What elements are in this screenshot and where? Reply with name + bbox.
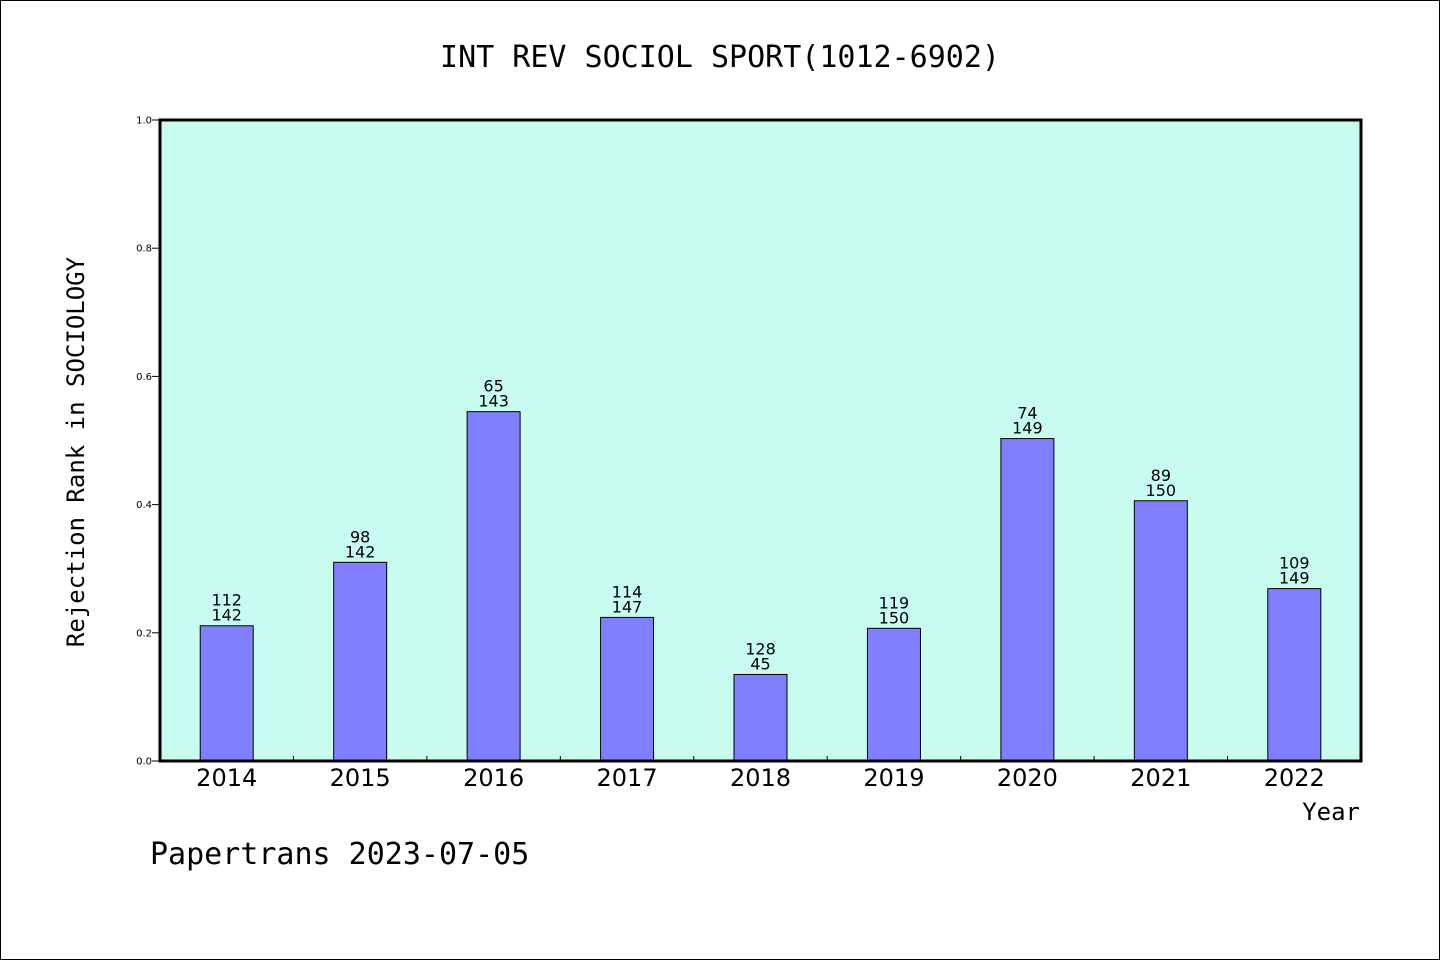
x-tick-label: 2020 [997,764,1058,792]
bar-label-total: 149 [1012,419,1043,438]
bar-label-rank: 98 [350,527,370,546]
x-tick-label: 2016 [463,764,524,792]
x-axis: 2014 2015 2016 2017 2018 2019 2020 2021 2022 [196,756,1325,792]
x-tick-label: 2018 [730,764,791,792]
bar-2022 [1267,588,1322,762]
plot-border [158,118,1363,763]
bar-label-total: 45 [750,654,770,673]
bar-2021 [1133,500,1188,762]
y-tick-label: 1.0 [136,116,152,127]
bar-label-rank: 119 [879,593,910,612]
y-tick-label: 0.2 [136,628,152,639]
bar-2014 [199,625,254,762]
x-tick-label: 2021 [1130,764,1191,792]
x-axis-label: Year [1302,798,1360,826]
x-tick-label: 2014 [196,764,257,792]
bar-label-total: 143 [478,392,509,411]
bar-2020 [1000,438,1055,762]
bar-label-total: 142 [345,542,376,561]
source-watermark: Papertrans 2023-07-05 [150,837,529,872]
bar-2017 [600,616,655,762]
chart-title: INT REV SOCIOL SPORT(1012-6902) [440,40,1000,75]
bar-label-rank: 109 [1279,554,1310,573]
bar-label-total: 150 [1146,481,1177,500]
bar-label-rank: 128 [745,639,776,658]
bar-2018 [733,673,788,762]
bar-2019 [866,627,921,762]
x-tick-label: 2015 [330,764,391,792]
y-axis: 0.0 0.2 0.4 0.6 0.8 1.0 [136,116,160,768]
data-labels-group: 1121429814265143114147128451191507414989… [211,377,1309,674]
bar-label-total: 142 [211,606,242,625]
x-tick-label: 2022 [1264,764,1325,792]
x-tick-label: 2019 [863,764,924,792]
y-axis-label: Rejection Rank in SOCIOLOGY [62,256,90,647]
y-tick-label: 0.6 [136,372,152,383]
bar-label-total: 147 [612,597,643,616]
bar-label-total: 150 [879,608,910,627]
y-tick-label: 0.0 [136,757,152,768]
bar-label-total: 149 [1279,569,1310,588]
bar-label-rank: 65 [483,377,503,396]
y-tick-label: 0.4 [136,500,152,511]
y-tick-label: 0.8 [136,244,152,255]
bar-2016 [466,411,521,762]
x-tick-label: 2017 [597,764,658,792]
bar-label-rank: 89 [1151,466,1171,485]
bar-2015 [333,561,388,762]
bars-group [199,411,1322,762]
bar-label-rank: 112 [211,591,242,610]
bar-label-rank: 114 [612,582,643,601]
bar-label-rank: 74 [1017,404,1037,423]
